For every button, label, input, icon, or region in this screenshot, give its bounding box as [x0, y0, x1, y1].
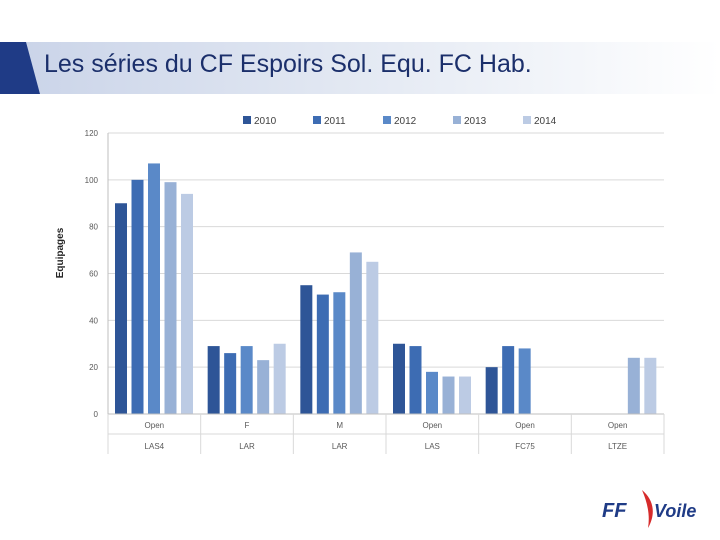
bar-2012-4	[518, 348, 531, 414]
header-accent	[0, 42, 40, 94]
y-axis-title: Equipages	[55, 227, 66, 278]
x-tick-label: M	[336, 421, 343, 430]
legend-swatch	[453, 116, 461, 124]
y-tick-label: 0	[94, 410, 99, 419]
bar-2012-3	[426, 371, 438, 414]
bar-2012-2	[333, 292, 346, 414]
bar-2014-0	[181, 193, 193, 414]
bars	[115, 163, 657, 414]
x-tick-label: Open	[515, 421, 535, 430]
bar-2013-3	[442, 376, 455, 414]
legend-swatch	[313, 116, 321, 124]
legend-swatch	[243, 116, 251, 124]
x-group-label: LTZE	[608, 442, 627, 451]
bar-2013-1	[257, 360, 270, 414]
page-title: Les séries du CF Espoirs Sol. Equ. FC Ha…	[44, 50, 532, 78]
bar-2011-2	[316, 294, 329, 414]
bar-2013-0	[164, 182, 177, 414]
y-tick-label: 120	[85, 129, 99, 138]
bar-2012-0	[148, 163, 160, 414]
x-group-label: FC75	[515, 442, 535, 451]
legend-swatch	[383, 116, 391, 124]
y-tick-label: 60	[89, 270, 98, 279]
x-tick-label: Open	[423, 421, 443, 430]
x-tick-label: F	[245, 421, 250, 430]
x-tick-label: Open	[608, 421, 628, 430]
bar-2010-4	[485, 367, 498, 414]
bar-2013-2	[349, 252, 362, 414]
header-band	[0, 42, 720, 94]
y-tick-label: 80	[89, 223, 98, 232]
bar-2011-1	[224, 353, 237, 414]
sail-icon	[642, 490, 653, 528]
x-group-label: LAS	[425, 442, 440, 451]
ffvoile-logo: FF Voile	[602, 490, 696, 528]
bar-2011-0	[131, 179, 144, 414]
legend: 2010 2011 2012 2013 2014	[243, 116, 557, 127]
legend-label: 2013	[464, 116, 487, 127]
bar-2014-2	[366, 261, 379, 414]
bar-2010-0	[115, 203, 127, 414]
y-tick-label: 20	[89, 363, 98, 372]
bar-2013-5	[627, 357, 640, 414]
bar-2010-3	[393, 343, 405, 414]
x-tick-label: Open	[145, 421, 165, 430]
y-tick-label: 40	[89, 316, 98, 325]
x-axis: Open LAS4 F LAR M LAR Open LAS Open FC75 Open LTZE	[107, 413, 665, 454]
bar-2010-1	[207, 346, 220, 414]
legend-swatch	[523, 116, 531, 124]
x-group-label: LAR	[239, 442, 255, 451]
legend-label: 2011	[324, 116, 346, 127]
legend-label: 2014	[534, 116, 557, 127]
bar-2010-2	[300, 285, 313, 414]
logo-voile-text: Voile	[654, 501, 696, 521]
y-axis-ticks: 0 20 40 60 80 100 120	[85, 129, 99, 419]
y-tick-label: 100	[85, 176, 99, 185]
legend-label: 2012	[394, 116, 417, 127]
x-group-label: LAR	[332, 442, 348, 451]
x-group-label: LAS4	[145, 442, 165, 451]
legend-label: 2010	[254, 116, 277, 127]
bar-2012-1	[240, 346, 253, 414]
bar-2014-5	[644, 357, 657, 414]
bar-2014-1	[273, 343, 286, 414]
bar-2011-4	[502, 346, 515, 414]
bar-2011-3	[409, 346, 422, 414]
bar-2014-3	[459, 376, 471, 414]
logo-ff-text: FF	[602, 500, 627, 522]
